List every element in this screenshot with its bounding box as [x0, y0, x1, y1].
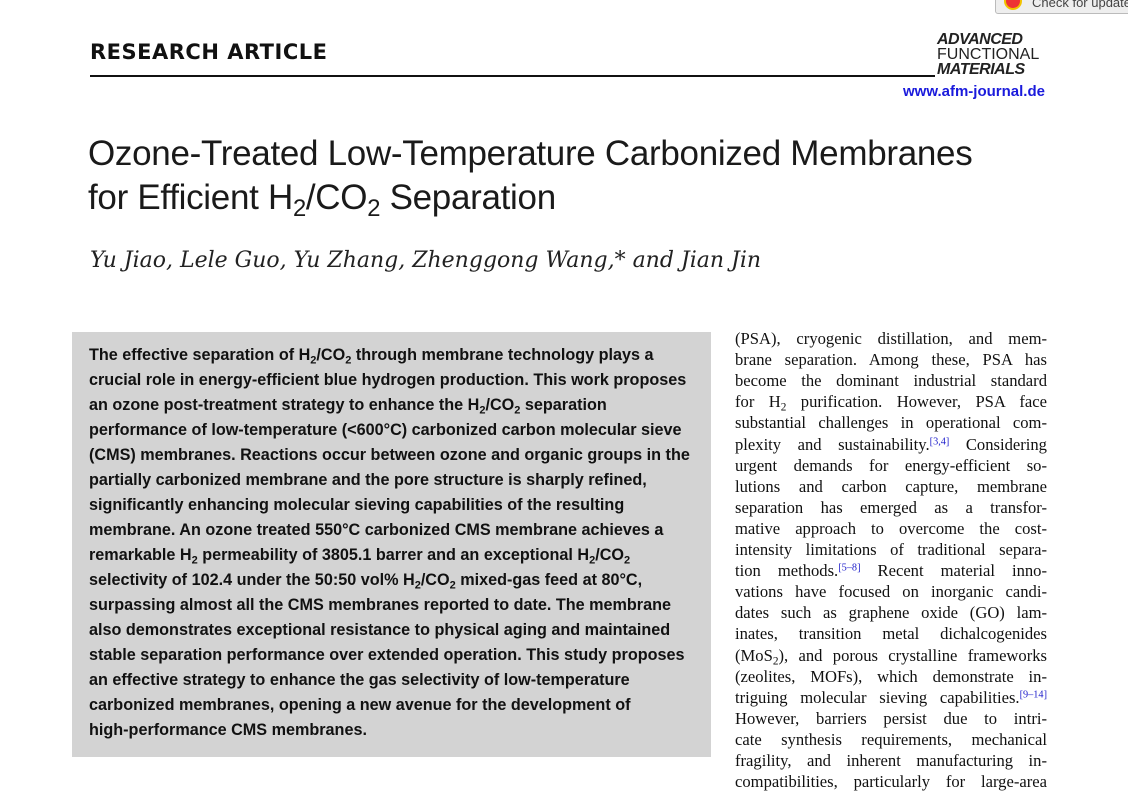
body-text-line: (MoS2), and porous crystalline framework… [735, 645, 1047, 667]
body-text-line: urgent demands for energy-efficient so- [735, 455, 1047, 475]
article-title: Ozone-Treated Low-Temperature Carbonized… [88, 132, 973, 223]
logo-line: MATERIALS [937, 61, 1025, 78]
crossmark-icon [1004, 0, 1022, 10]
body-text-line: dates such as graphene oxide (GO) lam- [735, 603, 1047, 623]
logo-line: FUNCTIONAL [937, 46, 1040, 63]
abstract-line: surpassing almost all the CMS membranes … [89, 596, 671, 614]
body-text-line: vations have focused on inorganic candi- [735, 582, 1047, 602]
abstract-line: membrane. An ozone treated 550°C carboni… [89, 521, 664, 539]
abstract-line: performance of low-temperature (<600°C) … [89, 421, 682, 439]
body-text-line: become the dominant industrial standard [735, 371, 1047, 391]
check-for-updates-button[interactable]: Check for updates [995, 0, 1128, 14]
author-list: Yu Jiao, Lele Guo, Yu Zhang, Zhenggong W… [90, 248, 762, 273]
abstract-box: The effective separation of H2/CO2 throu… [72, 332, 711, 757]
title-line: for Efficient H2/CO2 Separation [88, 178, 556, 223]
abstract-line: The effective separation of H2/CO2 throu… [89, 346, 654, 367]
abstract-line: also demonstrates exceptional resistance… [89, 621, 671, 639]
body-text-line: tion methods.[5–8] Recent material inno- [735, 561, 1048, 581]
body-text-line: for H2 purification. However, PSA face [735, 392, 1047, 414]
title-line: Ozone-Treated Low-Temperature Carbonized… [88, 134, 973, 173]
body-text-line: mative approach to overcome the cost- [735, 518, 1047, 538]
body-text-line: inates, transition metal dichalcogenides [735, 624, 1047, 644]
logo-line: ADVANCED [937, 31, 1023, 48]
body-text-line: lutions and carbon capture, membrane [735, 476, 1047, 496]
abstract-line: high-performance CMS membranes. [89, 721, 367, 739]
abstract-line: an effective strategy to enhance the gas… [89, 671, 630, 689]
body-text-line: triguing molecular sieving capabilities.… [735, 687, 1047, 707]
journal-logo: ADVANCED FUNCTIONAL MATERIALS [937, 31, 1049, 78]
body-text-line: intensity limitations of traditional sep… [735, 540, 1047, 559]
body-text-line: fragility, and inherent manufacturing in… [735, 751, 1047, 770]
body-text-line: However, barriers persist due to intri- [735, 708, 1047, 728]
abstract-line: crucial role in energy-efficient blue hy… [89, 371, 687, 389]
abstract-line: selectivity of 102.4 under the 50:50 vol… [89, 571, 643, 592]
abstract-line: significantly enhancing molecular sievin… [89, 496, 625, 514]
body-text-line: substantial challenges in operational co… [735, 413, 1047, 433]
body-text-line: compatibilities, particularly for large-… [735, 772, 1047, 792]
body-text-line: (zeolites, MOFs), which demonstrate in- [735, 666, 1047, 686]
abstract-line: (CMS) membranes. Reactions occur between… [89, 446, 690, 464]
section-label: RESEARCH ARTICLE [90, 40, 328, 64]
body-text-line: (PSA), cryogenic distillation, and mem- [735, 329, 1047, 348]
body-text-line: cate synthesis requirements, mechanical [735, 729, 1047, 749]
abstract-line: partially carbonized membrane and the po… [89, 471, 647, 489]
header-rule [90, 75, 935, 77]
abstract-line: stable separation performance over exten… [89, 646, 685, 664]
abstract-line: carbonized membranes, opening a new aven… [89, 696, 631, 714]
body-text-line: separation has emerged as a transfor- [735, 497, 1047, 517]
abstract-line: remarkable H2 permeability of 3805.1 bar… [89, 546, 631, 567]
abstract-line: an ozone post-treatment strategy to enha… [89, 396, 607, 417]
body-text-line: plexity and sustainability.[3,4] Conside… [735, 434, 1047, 454]
body-text-line: brane separation. Among these, PSA has [735, 350, 1047, 370]
journal-url-link[interactable]: www.afm-journal.de [903, 83, 1045, 100]
